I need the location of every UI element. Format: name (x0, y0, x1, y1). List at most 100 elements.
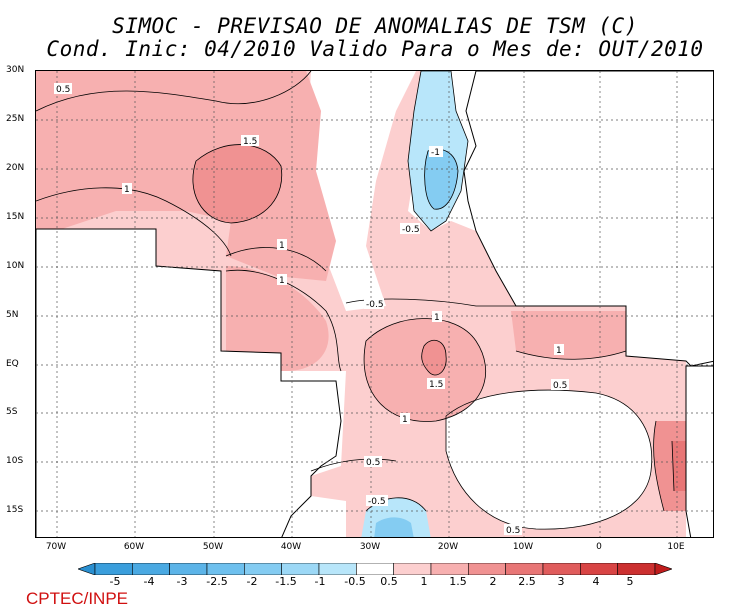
contour-0p5-south (445, 389, 653, 530)
map-subtitle: Cond. Inic: 04/2010 Valido Para o Mes de… (46, 37, 704, 61)
anomaly-neutral-south (446, 390, 652, 530)
lat-label-eq: EQ (6, 359, 19, 369)
lat-label-20n: 20N (6, 163, 25, 173)
contour-label: 1 (279, 241, 285, 251)
colorbar-tick: 0.5 (380, 575, 398, 588)
colorbar-cell (94, 563, 133, 575)
contour-angola-1 (653, 420, 665, 512)
contour-label: 1.5 (429, 380, 443, 390)
colorbar-cell (169, 563, 208, 575)
lon-label-50w: 50W (202, 542, 224, 552)
colorbar-cell (505, 563, 544, 575)
anomaly-band-1-mid (226, 266, 329, 371)
lat-label-30n: 30N (6, 65, 25, 75)
colorbar-cell (356, 563, 394, 575)
anomaly-band-1p5-north (192, 144, 282, 223)
anomaly-cold-south-core (374, 517, 414, 537)
sst-anomaly-map: 0.5 1.5 1 1 1 -1 -0.5 -0.5 1 1.5 0.5 1 0… (35, 70, 714, 538)
contour-label: 1.5 (243, 137, 257, 147)
colorbar-cell (430, 563, 469, 575)
colorbar-tick: 2.5 (518, 575, 536, 588)
colorbar-cell (393, 563, 432, 575)
lon-label-40w: 40W (280, 542, 302, 552)
graticule (36, 71, 713, 537)
anomaly-band-angola-core (672, 441, 686, 491)
landmass-africa-south (685, 365, 713, 537)
colorbar-tick: -1 (314, 575, 326, 588)
colorbar-tick: -4 (143, 575, 155, 588)
contour-1-gulf (515, 350, 627, 360)
contour-1-equator (363, 318, 487, 422)
contour-labels: 0.5 1.5 1 1 1 -1 -0.5 -0.5 1 1.5 0.5 1 0… (54, 83, 569, 536)
contour-0p5-sw (310, 458, 397, 472)
colorbar-cell (78, 563, 96, 575)
contour-label: 1 (279, 276, 285, 286)
lon-label-0: 0 (596, 542, 602, 552)
lon-label-30w: 30W (359, 542, 381, 552)
colorbar-tick: -2.5 (206, 575, 228, 588)
landmass-south-america (36, 228, 342, 537)
colorbar-tick: -1.5 (275, 575, 297, 588)
colorbar-cell (542, 563, 581, 575)
contour-neg-0p5-west-africa (407, 71, 469, 232)
colorbar-tick: 3 (557, 575, 565, 588)
lon-label-10e: 10E (667, 542, 685, 552)
contour-label: 0.5 (553, 381, 567, 391)
anomaly-band-1-gulf (511, 311, 626, 360)
colorbar-tick: -5 (109, 575, 121, 588)
colorbar-cell (468, 563, 506, 575)
contour-label: -0.5 (368, 497, 386, 507)
lat-label-15n: 15N (6, 212, 25, 222)
map-title: SIMOC - PREVISAO DE ANOMALIAS DE TSM (C) (112, 14, 638, 38)
colorbar-tick: -2 (246, 575, 258, 588)
contour-neg-1-west-africa (424, 148, 459, 210)
colorbar-cell (318, 563, 357, 575)
contour-1p5-equator (421, 339, 447, 376)
lon-label-20w: 20W (437, 542, 459, 552)
lon-label-60w: 60W (123, 542, 145, 552)
colorbar-cell (654, 563, 672, 575)
colorbar-cell (244, 563, 282, 575)
colorbar-tick: 4 (592, 575, 600, 588)
contour-label: 0.5 (56, 85, 70, 95)
contour-label: -0.5 (402, 225, 420, 235)
lat-label-10s: 10S (6, 456, 24, 466)
colorbar-tick: 1 (420, 575, 428, 588)
contour-0p5-mid (345, 298, 516, 307)
colorbar-cell (580, 563, 618, 575)
lat-label-10n: 10N (6, 261, 25, 271)
colorbar-tick: 5 (626, 575, 634, 588)
map-canvas: 0.5 1.5 1 1 1 -1 -0.5 -0.5 1 1.5 0.5 1 0… (36, 71, 713, 537)
lon-label-70w: 70W (45, 542, 67, 552)
anomaly-band-1-north (36, 71, 336, 281)
contour-label: -1 (431, 148, 440, 158)
anomaly-cold-west-africa-core (424, 149, 458, 210)
contour-lines (36, 71, 675, 530)
contour-neg-0p5-south (365, 497, 427, 512)
contour-label: 1 (434, 313, 440, 323)
contour-label: 1 (124, 185, 130, 195)
contour-label: 1 (556, 346, 562, 356)
land (36, 71, 713, 537)
contour-label: -0.5 (366, 300, 384, 310)
colorbar-tick: -3 (176, 575, 188, 588)
contour-label: 1 (402, 415, 408, 425)
contour-0p5-north (36, 71, 312, 112)
contour-1-north (36, 187, 232, 257)
colorbar-tick: -0.5 (344, 575, 366, 588)
colorbar-tick: 1.5 (449, 575, 467, 588)
anomaly-band-1p5-equator (421, 340, 447, 376)
colorbar-cell (132, 563, 170, 575)
lat-label-5s: 5S (6, 407, 18, 417)
contour-label: 0.5 (506, 526, 520, 536)
colorbar-cell (206, 563, 245, 575)
footer-credit: CPTEC/INPE (26, 589, 129, 608)
colorbar-cell (617, 563, 656, 575)
lat-label-25n: 25N (6, 114, 25, 124)
contour-angola-2 (671, 440, 675, 492)
colorbar-tick: 2 (489, 575, 497, 588)
anomaly-band-1-equator (364, 318, 486, 422)
colorbar (78, 563, 672, 575)
colorbar-cell (281, 563, 320, 575)
lat-label-5n: 5N (6, 310, 19, 320)
